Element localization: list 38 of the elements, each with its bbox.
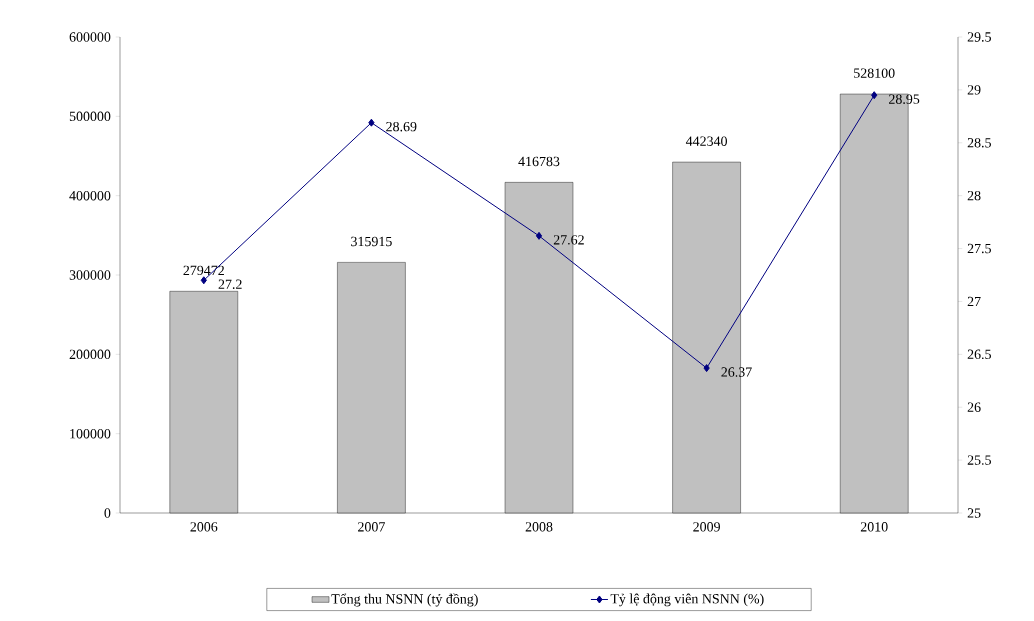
data-label: 26.37 [721,367,752,377]
point [200,276,207,285]
y-tick-label: 500000 [69,111,111,122]
x-tick-label: 2008 [525,522,553,532]
data-label: 28.69 [386,121,417,132]
y-tick-label: 0 [104,508,111,518]
data-label: 528100 [854,68,895,78]
y2-tick-label: 27.5 [967,243,991,254]
y-tick-label: 600000 [69,32,111,42]
y2-tick-label: 27 [967,296,981,307]
y2-tick-label: 25.5 [967,455,991,465]
y-tick-label: 400000 [69,190,111,201]
y2-tick-label: 25 [967,508,981,518]
y2-tick-label: 29.5 [967,32,991,42]
x-tick-label: 2007 [358,522,385,532]
y-tick-label: 300000 [69,270,111,280]
legend-label: Tổng thu NSNN (tỷ đồng) [331,593,478,607]
data-label: 27.62 [553,235,584,245]
data-label: 28.95 [889,94,920,104]
data-label: 315915 [351,236,392,247]
point [703,364,710,373]
x-tick-label: 2009 [693,522,720,532]
point [368,118,375,127]
x-tick-label: 2010 [860,522,888,532]
legend-label: Tỷ lệ động viên NSNN (%) [610,593,764,607]
data-label: 416783 [518,156,560,167]
point [871,91,878,100]
y-tick-label: 100000 [70,428,111,439]
y2-tick-label: 28.5 [967,138,991,148]
y2-tick-label: 26.5 [967,349,991,360]
y-tick-label: 200000 [69,349,111,360]
y2-tick-label: 28 [967,190,981,201]
y2-tick-label: 26 [967,402,981,412]
y2-tick-label: 29 [967,85,981,95]
x-tick-label: 2006 [190,522,218,532]
data-label: 442340 [685,136,727,146]
data-label: 27.2 [218,279,242,290]
point [535,231,543,240]
